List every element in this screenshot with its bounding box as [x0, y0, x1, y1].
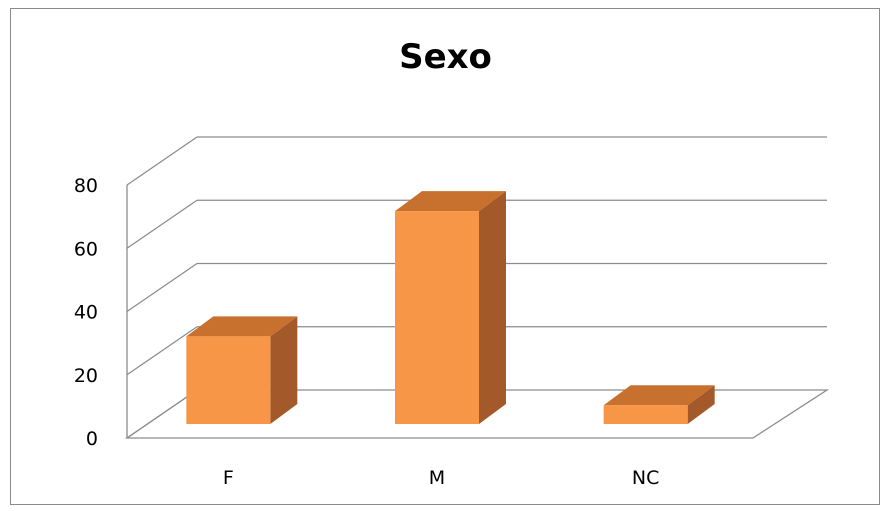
bar-nc [603, 405, 688, 424]
y-tick-label: 40 [74, 302, 98, 324]
y-tick-label: 80 [74, 175, 98, 197]
x-tick-label: F [223, 467, 234, 489]
x-tick-label: NC [632, 467, 659, 489]
gridline-side [126, 326, 198, 376]
bar-side-m [479, 191, 506, 424]
y-tick-label: 20 [74, 365, 98, 387]
gridline-side [126, 262, 198, 313]
x-tick-label: M [429, 467, 445, 489]
bar-side-nc [687, 385, 715, 424]
bar-f [186, 336, 271, 424]
bar-top-m [395, 191, 506, 212]
floor [124, 389, 830, 439]
bar-top-f [186, 316, 298, 337]
bar-m [395, 211, 479, 424]
gridline-side [126, 199, 198, 249]
chart-title: Sexo [399, 37, 492, 77]
y-tick-label: 60 [74, 238, 98, 260]
y-tick-label: 0 [86, 428, 98, 450]
bar-side-f [270, 316, 298, 424]
bar-top-nc [603, 385, 715, 406]
gridline-side [126, 136, 198, 186]
